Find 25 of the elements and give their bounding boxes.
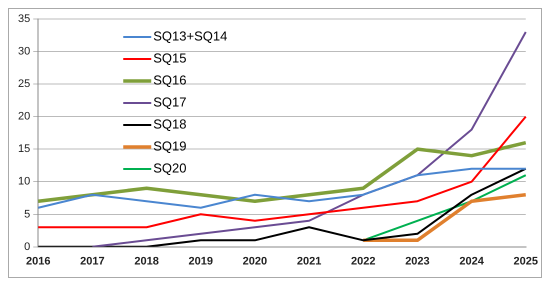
legend-label: SQ15 [153,50,186,66]
x-tick-label: 2019 [188,255,213,268]
legend-label: SQ20 [153,160,186,176]
x-tick-label: 2022 [351,255,376,268]
y-tick-label: 30 [18,46,30,58]
y-tick-label: 35 [18,13,30,26]
legend-label: SQ17 [153,94,186,110]
legend-label: SQ18 [153,116,186,132]
x-tick-label: 2017 [80,255,105,268]
x-tick-label: 2023 [405,255,430,268]
y-tick-label: 20 [18,110,30,123]
x-tick-label: 2024 [459,255,485,268]
y-tick-label: 0 [24,240,30,253]
y-tick-label: 5 [24,208,30,220]
legend-label: SQ16 [153,72,186,88]
x-tick-label: 2020 [242,255,268,268]
x-tick-label: 2016 [26,255,50,268]
x-tick-label: 2021 [296,255,322,268]
legend-label: SQ19 [153,138,186,154]
x-tick-label: 2025 [514,255,538,268]
y-tick-label: 10 [18,176,30,188]
x-tick-label: 2018 [134,255,159,268]
y-tick-label: 25 [18,78,30,90]
y-tick-label: 15 [18,143,30,156]
legend-label: SQ13+SQ14 [153,28,228,44]
